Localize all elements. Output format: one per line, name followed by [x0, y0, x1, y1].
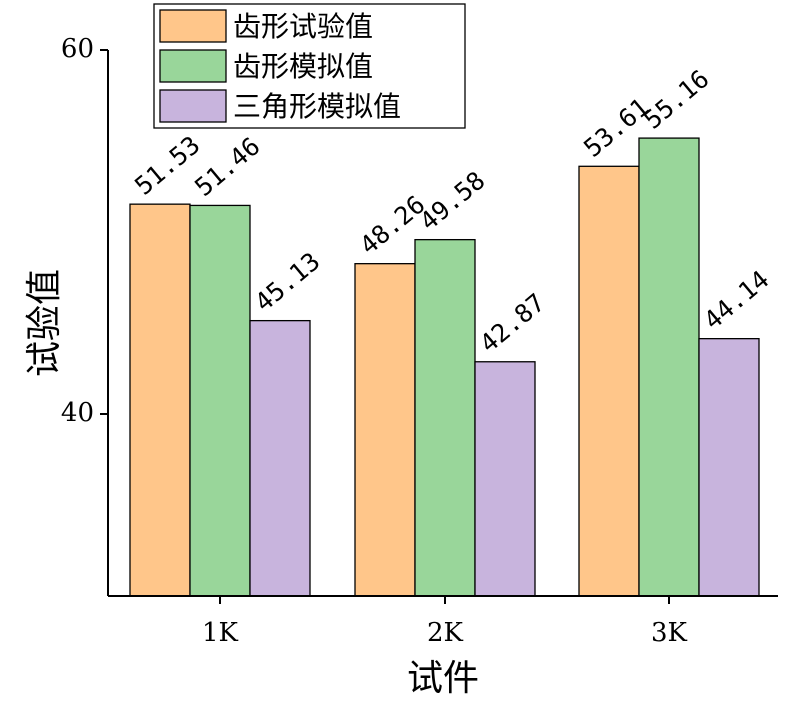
- bar-series-3-2K: [474, 361, 536, 597]
- bar-series-2-1K: [189, 204, 251, 597]
- legend: 齿形试验值 齿形模拟值 三角形模拟值: [153, 3, 466, 129]
- bar-series-1-2K: [354, 263, 416, 597]
- bar-series-1-1K: [129, 203, 191, 597]
- bar-series-3-3K: [698, 338, 760, 597]
- y-ticks-layer: 40 60: [61, 34, 108, 428]
- legend-label-series-3: 三角形模拟值: [233, 90, 401, 123]
- value-label-series-3-3K: 44.14: [698, 265, 774, 336]
- bar-series-2-2K: [414, 238, 476, 597]
- x-axis-title: 试件: [407, 658, 479, 699]
- value-label-series-3-1K: 45.13: [249, 247, 325, 318]
- legend-swatch-series-1: [159, 9, 227, 43]
- value-label-series-2-2K: 49.58: [414, 166, 490, 237]
- x-tick-label-3K: 3K: [651, 618, 688, 648]
- legend-swatch-series-3: [159, 89, 227, 123]
- value-label-series-2-3K: 55.16: [638, 64, 714, 135]
- bars-layer: [129, 137, 760, 597]
- y-tick-label-40: 40: [61, 398, 94, 428]
- legend-label-series-1: 齿形试验值: [233, 10, 373, 43]
- x-ticks-layer: 1K 2K 3K: [202, 596, 688, 648]
- bar-series-1-3K: [578, 165, 640, 597]
- y-tick-label-60: 60: [61, 34, 94, 64]
- value-label-series-2-1K: 51.46: [189, 131, 265, 202]
- x-tick-label-2K: 2K: [427, 618, 464, 648]
- y-axis-title: 试验值: [24, 269, 65, 377]
- bar-series-2-3K: [638, 137, 700, 597]
- legend-swatch-series-2: [159, 49, 227, 83]
- bar-series-3-1K: [249, 319, 311, 597]
- value-label-series-3-2K: 42.87: [474, 288, 550, 359]
- legend-label-series-2: 齿形模拟值: [233, 50, 373, 83]
- x-tick-label-1K: 1K: [202, 618, 239, 648]
- value-label-series-1-1K: 51.53: [129, 130, 205, 201]
